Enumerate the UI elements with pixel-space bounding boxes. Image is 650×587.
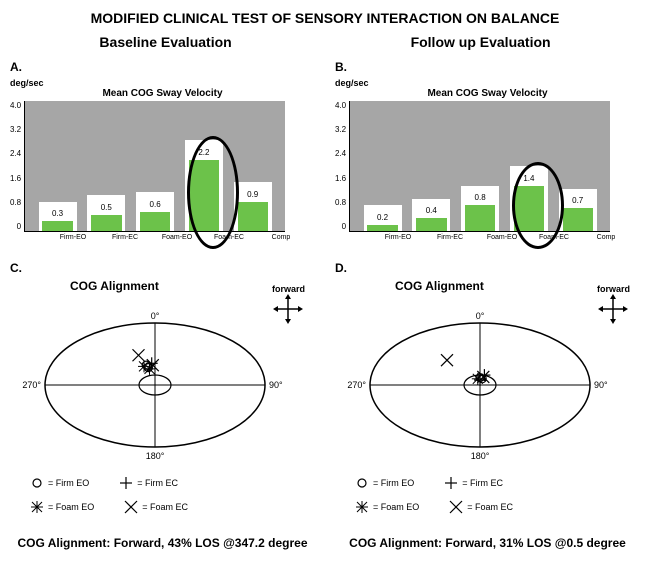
svg-text:270°: 270°	[22, 380, 41, 390]
svg-text:90°: 90°	[594, 380, 608, 390]
legend-foam-ec: = Foam EC	[124, 500, 188, 514]
bar-foam-ec: 1.4	[514, 186, 544, 232]
legend-foam-eo: = Foam EO	[30, 500, 94, 514]
svg-text:270°: 270°	[347, 380, 366, 390]
bar-foam-eo: 0.6	[140, 212, 170, 232]
svg-text:0°: 0°	[151, 311, 160, 321]
arrows-icon	[273, 294, 303, 324]
cog-plot-d: 0° 90° 180° 270°	[335, 293, 625, 463]
legend-foam-ec: = Foam EC	[449, 500, 513, 514]
x-labels-b: Firm-EOFirm-ECFoam-EOFoam-ECComp	[364, 232, 640, 241]
panel-d: D. COG Alignment forward 0°90°180°270°	[335, 261, 640, 514]
legend-firm-ec: = Firm EC	[119, 476, 178, 490]
svg-text:90°: 90°	[269, 380, 283, 390]
legend-firm-eo: = Firm EO	[355, 476, 414, 490]
cog-plot-c: 0° 90° 180° 270°	[10, 293, 300, 463]
x-labels-a: Firm-EOFirm-ECFoam-EOFoam-ECComp	[39, 232, 315, 241]
legend-c: = Firm EO = Firm EC = Foam EO = Foam EC	[10, 476, 250, 514]
plot-a: 0.3 0.5 0.6 2.2 0.9	[24, 101, 285, 232]
panel-a-label: A.	[10, 60, 22, 74]
panel-d-label: D.	[335, 261, 347, 275]
bar-foam-eo: 0.8	[465, 205, 495, 231]
legend-firm-ec: = Firm EC	[444, 476, 503, 490]
y-axis-b: 4.03.22.41.60.80	[335, 101, 349, 231]
svg-text:180°: 180°	[146, 451, 165, 461]
main-title: MODIFIED CLINICAL TEST OF SENSORY INTERA…	[10, 10, 640, 26]
footer-c: COG Alignment: Forward, 43% LOS @347.2 d…	[10, 536, 315, 550]
panel-c: C. COG Alignment forward 0°90°180°270°	[10, 261, 315, 514]
bar-firm-ec: 0.4	[416, 218, 446, 231]
panel-b: B. deg/sec Mean COG Sway Velocity 4.03.2…	[335, 60, 640, 241]
forward-c: forward	[272, 284, 305, 326]
bar-comp: 0.7	[563, 208, 593, 231]
svg-text:0°: 0°	[476, 311, 485, 321]
plot-b: 0.2 0.4 0.8 1.4 0.7	[349, 101, 610, 232]
y-unit-a: deg/sec	[10, 78, 315, 88]
col-left-title: Baseline Evaluation	[99, 34, 231, 50]
y-unit-b: deg/sec	[335, 78, 640, 88]
bar-comp: 0.9	[238, 202, 268, 231]
bar-firm-eo: 0.3	[42, 221, 72, 231]
svg-text:180°: 180°	[471, 451, 490, 461]
panel-a: A. deg/sec Mean COG Sway Velocity 4.03.2…	[10, 60, 315, 241]
legend-firm-eo: = Firm EO	[30, 476, 89, 490]
panel-c-label: C.	[10, 261, 22, 275]
panel-b-label: B.	[335, 60, 347, 74]
col-right-title: Follow up Evaluation	[411, 34, 551, 50]
footer-d: COG Alignment: Forward, 31% LOS @0.5 deg…	[335, 536, 640, 550]
bar-firm-ec: 0.5	[91, 215, 121, 231]
legend-d: = Firm EO = Firm EC = Foam EO = Foam EC	[335, 476, 575, 514]
chart-title-a: Mean COG Sway Velocity	[10, 88, 315, 99]
arrows-icon	[598, 294, 628, 324]
bar-foam-ec: 2.2	[189, 160, 219, 232]
chart-title-b: Mean COG Sway Velocity	[335, 88, 640, 99]
legend-foam-eo: = Foam EO	[355, 500, 419, 514]
bar-firm-eo: 0.2	[367, 225, 397, 232]
y-axis-a: 4.03.22.41.60.80	[10, 101, 24, 231]
forward-d: forward	[597, 284, 630, 326]
